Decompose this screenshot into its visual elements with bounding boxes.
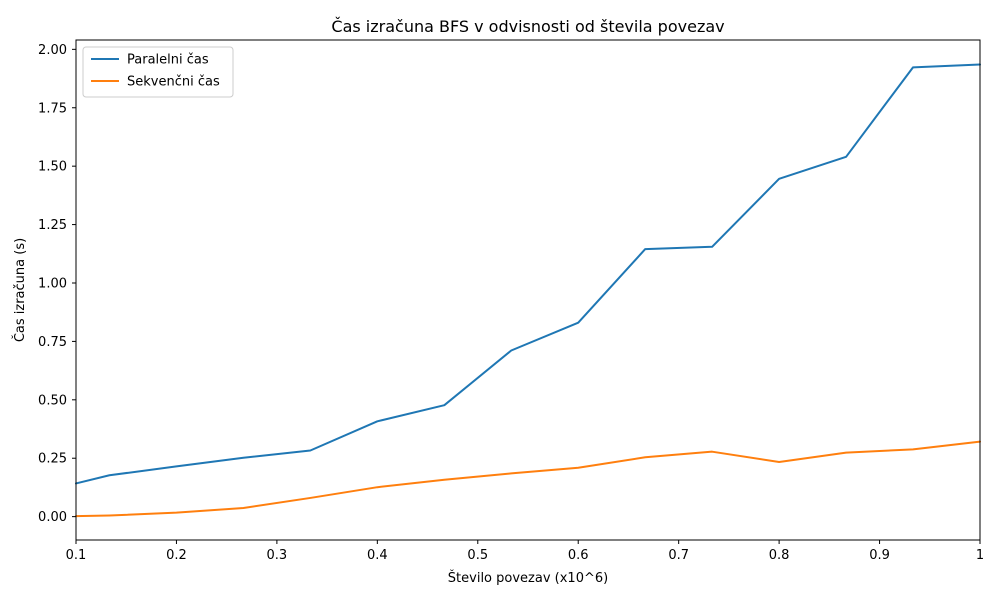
y-tick-label: 0.50 [38,393,67,408]
y-tick-label: 0.75 [38,335,67,350]
y-tick-label: 1.25 [38,218,67,233]
y-axis: 0.00 0.25 0.50 0.75 1.00 1.25 1.50 1.75 2.00 [38,43,76,525]
x-tick-label: 0.1 [66,548,87,563]
x-tick-label: 0.4 [367,548,388,563]
y-tick-label: 1.00 [38,276,67,291]
y-tick-label: 1.50 [38,160,67,175]
x-tick-label: 0.3 [267,548,288,563]
x-tick-label: 0.7 [668,548,689,563]
x-tick-label: 0.9 [869,548,890,563]
chart-title: Čas izračuna BFS v odvisnosti od števila… [331,17,724,36]
x-axis-label: Število povezav (x10^6) [448,570,608,586]
plot-area [75,39,981,541]
legend-label-2: Sekvenčni čas [127,75,220,90]
y-tick-label: 2.00 [38,43,67,58]
x-tick-label: 1 [976,548,984,563]
x-tick-label: 0.6 [568,548,589,563]
x-tick-label: 0.2 [166,548,187,563]
x-axis: 0.1 0.2 0.3 0.4 0.5 0.6 0.7 0.8 0.9 1 [66,540,984,563]
x-tick-label: 0.5 [467,548,488,563]
legend-label-1: Paralelni čas [127,53,209,68]
y-tick-label: 0.00 [38,510,67,525]
series-line-2 [75,440,981,518]
y-tick-label: 1.75 [38,101,67,116]
y-axis-label: Čas izračuna (s) [12,238,28,342]
legend-box [82,46,234,98]
x-tick-label: 0.8 [769,548,790,563]
legend: Paralelni čas Sekvenčni čas [82,46,234,98]
y-tick-label: 0.25 [38,452,67,467]
plot-frame [75,39,981,541]
series-line-1 [75,63,981,485]
